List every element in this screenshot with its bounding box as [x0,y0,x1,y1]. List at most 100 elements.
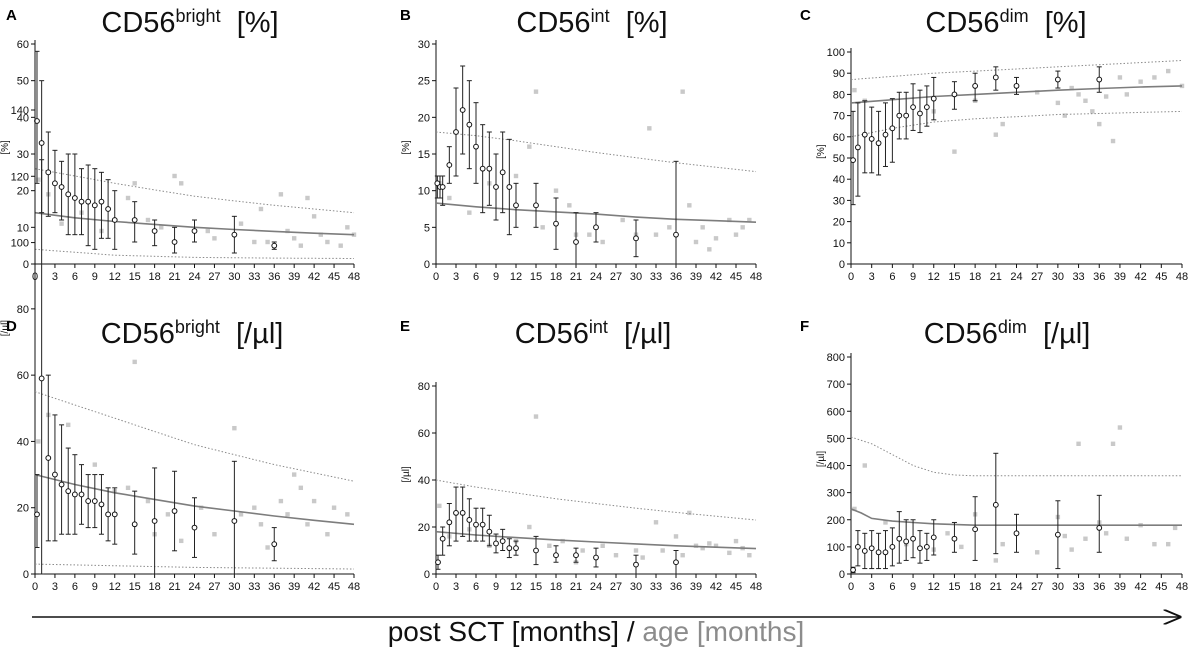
x-tick-label: 33 [248,271,260,283]
x-tick-label: 48 [1176,271,1188,283]
x-tick-label: 24 [188,581,200,593]
age-reference-point [647,126,652,131]
x-tick-label: 45 [730,581,742,593]
data-point [439,184,446,190]
age-reference-point [633,548,639,553]
age-reference-point [1076,441,1081,446]
age-reference-point [285,228,290,234]
x-tick-label: 30 [228,581,240,593]
age-reference-point [680,89,685,94]
panel-title: CD56dim [/µl] [924,317,1091,350]
x-tick-label: 12 [510,581,522,593]
age-reference-point [1069,547,1074,552]
data-point [466,517,473,523]
x-tick-label: 33 [1072,271,1084,283]
data-point-group [951,521,958,553]
x-tick-label: 15 [129,581,141,593]
data-point [65,191,72,198]
data-point-group [861,100,868,174]
x-tick-label: 39 [690,581,702,593]
age-reference-point [311,498,317,504]
x-tick-label: 24 [590,271,602,283]
y-tick-label: 0 [424,569,430,581]
x-tick-label: 36 [670,581,682,593]
data-point-group [910,83,916,131]
x-tick-label: 15 [948,581,960,593]
data-point [479,521,486,528]
data-point [861,548,868,554]
data-point [868,136,875,142]
x-tick-label: 6 [473,581,479,593]
data-point [1054,531,1061,538]
data-point [850,157,856,164]
data-point-group [1054,500,1061,570]
data-point [972,83,979,89]
data-point [85,498,92,504]
data-point-group [972,72,979,102]
data-point [533,202,539,209]
age-reference-point [338,243,343,248]
x-tick-label: 12 [928,271,940,283]
x-tick-label: 39 [690,271,702,283]
age-reference-point [305,522,310,527]
age-reference-point [1062,533,1067,539]
data-point [513,545,519,552]
panel-letter: B [400,7,411,24]
y-axis-label: [/µl] [816,451,827,468]
data-point-group [972,496,979,561]
age-reference-point [212,532,217,537]
y-tick-label: 100 [827,542,845,554]
data-point-group [854,102,861,197]
x-axis-caption: post SCT [months] / age [months] [0,616,1192,648]
y-tick-label: 70 [833,111,845,123]
data-point-group [861,532,868,570]
data-point [111,511,118,518]
x-tick-label: 3 [453,581,459,593]
data-point-group [473,507,479,542]
age-reference-point [238,221,244,226]
data-point [1096,76,1103,83]
data-point [951,535,958,542]
x-tick-label: 42 [710,271,722,283]
data-point-group [231,460,238,575]
y-tick-label: 90 [833,68,845,80]
y-tick-label: 20 [17,503,29,515]
x-tick-label: 45 [1155,271,1167,283]
data-point-group [111,190,118,250]
x-tick-label: 21 [990,271,1002,283]
age-reference-point [733,538,739,544]
data-point-group [453,486,459,542]
data-point [875,140,882,147]
data-point [633,561,639,568]
data-point-group [52,414,58,542]
x-tick-label: 27 [1031,581,1043,593]
data-point [903,538,910,545]
data-point-group [513,182,519,228]
data-point-group [65,153,72,236]
x-tick-label: 48 [1176,581,1188,593]
data-point-group [85,474,92,529]
x-tick-label: 42 [308,271,320,283]
data-point-group [466,498,473,542]
age-reference-point [959,544,964,550]
y-tick-label: 10 [418,186,430,198]
data-point [52,180,58,187]
x-tick-label: 27 [1031,271,1043,283]
age-reference-point [1110,441,1116,446]
data-point [930,534,937,541]
data-point [78,491,85,498]
x-tick-label: 0 [32,581,38,593]
y-tick-label: 0 [23,569,29,581]
x-tick-label: 6 [889,581,895,593]
data-point [593,554,599,561]
x-tick-label: 9 [493,271,499,283]
data-point-group [499,528,506,551]
age-reference-point [952,149,957,154]
data-point [479,165,486,172]
age-reference-point [258,522,264,527]
data-point [1096,524,1103,531]
data-point-group [923,532,930,561]
age-reference-point [740,225,745,230]
title-base: CD56 [101,318,175,350]
